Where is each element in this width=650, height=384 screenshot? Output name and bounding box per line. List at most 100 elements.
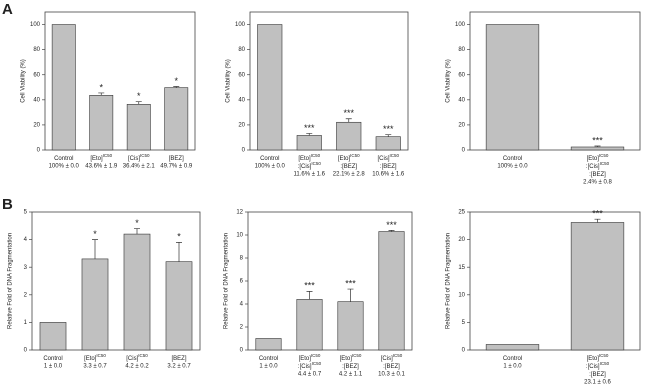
error-bar	[98, 92, 105, 96]
y-tick-label: 8	[240, 256, 244, 262]
bar	[485, 344, 540, 351]
x-tick-label: Control	[260, 156, 279, 162]
category-text: [Eto]	[298, 156, 311, 162]
value-label: 3.3 ± 0.7	[83, 364, 107, 370]
panel-label: A	[2, 1, 13, 18]
y-tick-label: 20	[458, 237, 465, 243]
error-bar	[92, 239, 98, 259]
category-sup: IC50	[96, 353, 106, 358]
x-tick-label: [Cis]IC50	[126, 353, 148, 361]
category-text: :[Cis]	[586, 164, 600, 170]
category-text: [BEZ]	[171, 356, 186, 362]
y-tick-label: 100	[455, 22, 466, 28]
plot-frame	[249, 11, 409, 151]
error-bar	[173, 86, 180, 88]
y-tick-label: 6	[240, 279, 244, 285]
x-tick-label: [Cis]IC50	[128, 153, 150, 161]
x-tick-label: [Cis]IC50	[381, 353, 403, 361]
x-tick-label: :[BEZ]	[342, 364, 359, 370]
category-text: :[BEZ]	[340, 164, 357, 170]
error-bar	[135, 101, 142, 105]
panel-label: B	[2, 196, 13, 213]
value-label: 49.7% ± 0.9	[160, 164, 193, 170]
bar	[81, 258, 109, 351]
category-sup: IC50	[350, 153, 360, 158]
error-bar	[388, 230, 395, 232]
category-text: :[Cis]	[298, 364, 312, 370]
y-tick-label: 5	[462, 320, 466, 326]
plot-frame	[469, 211, 641, 351]
x-tick-label: [BEZ]	[169, 156, 184, 162]
y-axis-label: Cell Viability (%)	[446, 59, 452, 103]
category-sup: IC50	[311, 161, 321, 166]
x-tick-label: [Eto]IC50	[299, 353, 321, 361]
y-axis-label: Relative Fold of DNA Fragmentation	[224, 233, 230, 329]
category-text: :[BEZ]	[589, 372, 606, 378]
x-tick-label: [Eto]IC50	[84, 353, 106, 361]
x-tick-label: [BEZ]	[171, 356, 186, 362]
x-tick-label: Control	[259, 356, 278, 362]
significance: ***	[592, 135, 603, 145]
y-tick-label: 4	[240, 302, 244, 308]
value-label: 36.4% ± 2.1	[123, 164, 156, 170]
y-tick-label: 0	[24, 348, 28, 354]
y-tick-label: 5	[24, 210, 28, 216]
category-sup: IC50	[600, 361, 610, 366]
significance: ***	[592, 209, 603, 219]
category-text: [Eto]	[338, 156, 351, 162]
x-tick-label: Control	[43, 356, 62, 362]
value-label: 10.3 ± 0.1	[378, 372, 405, 378]
y-tick-label: 20	[458, 122, 465, 128]
x-tick-label: [Eto]IC50	[587, 153, 609, 161]
category-text: :[BEZ]	[589, 172, 606, 178]
value-label: 3.2 ± 0.7	[167, 364, 191, 370]
significance: ***	[304, 281, 315, 291]
category-text: [Eto]	[587, 156, 600, 162]
category-sup: IC50	[393, 353, 403, 358]
value-label: 22.1% ± 2.8	[333, 172, 366, 178]
value-label: 100% ± 0.0	[49, 164, 80, 170]
y-tick-label: 1	[24, 320, 28, 326]
y-tick-label: 60	[458, 72, 465, 78]
value-label: 1 ± 0.0	[503, 364, 522, 370]
y-tick-label: 12	[236, 210, 243, 216]
category-text: [Cis]	[381, 356, 393, 362]
significance: *	[135, 218, 139, 228]
x-tick-label: Control	[503, 356, 522, 362]
category-sup: IC50	[140, 153, 150, 158]
y-axis-label: Cell Viability (%)	[226, 59, 232, 103]
category-sup: IC50	[599, 353, 609, 358]
y-tick-label: 80	[458, 47, 465, 53]
category-text: :[BEZ]	[380, 164, 397, 170]
x-tick-label: :[Cis]IC50	[586, 161, 610, 169]
category-sup: IC50	[103, 153, 113, 158]
value-label: 1 ± 0.0	[44, 364, 63, 370]
y-axis-label: Relative Fold of DNA Fragmentation	[8, 233, 14, 329]
bar	[123, 233, 151, 351]
significance: ***	[343, 108, 354, 118]
bar	[51, 24, 76, 151]
x-tick-label: [Eto]IC50	[338, 153, 360, 161]
value-label: 4.2 ± 0.2	[125, 364, 149, 370]
bar	[165, 261, 193, 351]
category-text: :[Cis]	[586, 364, 600, 370]
y-tick-label: 80	[238, 47, 245, 53]
category-text: Control	[43, 356, 62, 362]
category-text: [Cis]	[126, 356, 138, 362]
value-label: 4.4 ± 0.7	[298, 372, 322, 378]
value-label: 2.4% ± 0.8	[583, 180, 612, 186]
category-text: Control	[260, 156, 279, 162]
category-text: [Eto]	[340, 356, 353, 362]
category-sup: IC50	[138, 353, 148, 358]
y-tick-label: 10	[458, 292, 465, 298]
y-tick-label: 4	[24, 237, 28, 243]
category-sup: IC50	[389, 153, 399, 158]
error-bar	[594, 145, 601, 147]
significance: ***	[386, 220, 397, 230]
x-tick-label: :[BEZ]	[589, 372, 606, 378]
bar	[336, 121, 362, 151]
error-bar	[306, 291, 313, 300]
category-text: [Eto]	[90, 156, 103, 162]
significance: *	[137, 91, 141, 101]
category-text: Control	[259, 356, 278, 362]
